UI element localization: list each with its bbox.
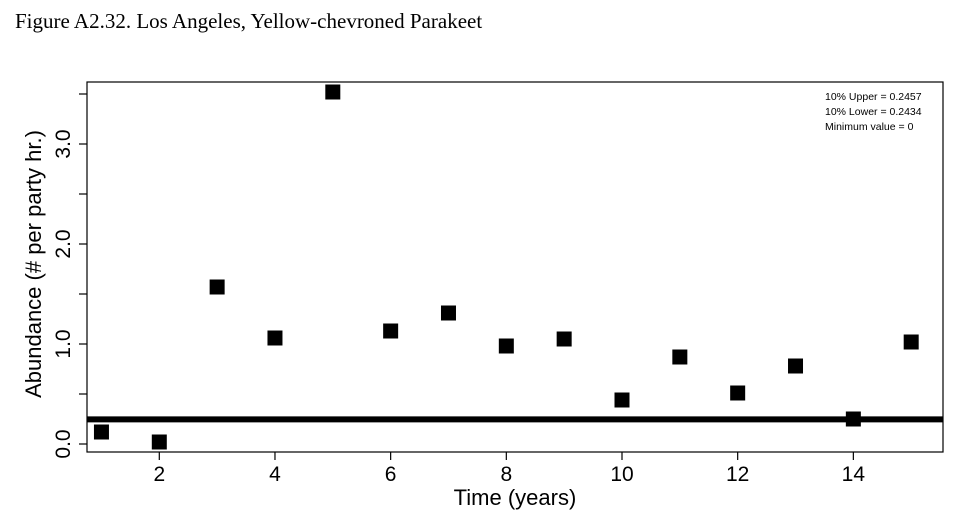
data-point <box>903 334 919 350</box>
y-axis: 0.0 1.0 2.0 3.0 <box>52 93 87 459</box>
threshold-annotations: 10% Upper = 0.2457 10% Lower = 0.2434 Mini… <box>825 91 922 133</box>
data-point <box>556 331 572 347</box>
annotation-text: 10% Upper = 0.2457 <box>825 91 922 103</box>
x-tick-label: 2 <box>153 463 165 486</box>
x-tick-label: 14 <box>842 463 866 486</box>
data-point <box>672 349 688 365</box>
data-point <box>151 434 167 450</box>
x-tick-label: 10 <box>610 463 633 486</box>
data-points <box>93 84 919 450</box>
data-point <box>614 392 630 408</box>
data-point <box>209 279 225 295</box>
plot-frame <box>86 81 944 453</box>
x-tick-label: 8 <box>500 463 512 486</box>
x-axis: 2 4 6 8 10 12 14 <box>153 452 865 486</box>
data-point <box>730 385 746 401</box>
y-tick-label: 0.0 <box>52 429 75 458</box>
y-axis-title: Abundance (# per party hr.) <box>21 130 46 398</box>
annotation-text: Minimum value = 0 <box>825 121 914 133</box>
annotation-text: 10% Lower = 0.2434 <box>825 106 922 118</box>
x-axis-title: Time (years) <box>454 485 577 510</box>
y-tick-label: 2.0 <box>52 229 75 258</box>
data-point <box>93 424 109 440</box>
y-tick-label: 1.0 <box>52 329 75 358</box>
data-point <box>788 358 804 374</box>
y-tick-label: 3.0 <box>52 129 75 158</box>
data-point <box>845 411 861 427</box>
data-point <box>267 330 283 346</box>
data-point <box>440 305 456 321</box>
data-point <box>325 84 341 100</box>
data-point <box>383 323 399 339</box>
data-point <box>498 338 514 354</box>
figure-caption: Figure A2.32. Los Angeles, Yellow-chevro… <box>15 9 483 33</box>
x-tick-label: 4 <box>269 463 281 486</box>
x-tick-label: 6 <box>385 463 397 486</box>
x-tick-label: 12 <box>726 463 749 486</box>
